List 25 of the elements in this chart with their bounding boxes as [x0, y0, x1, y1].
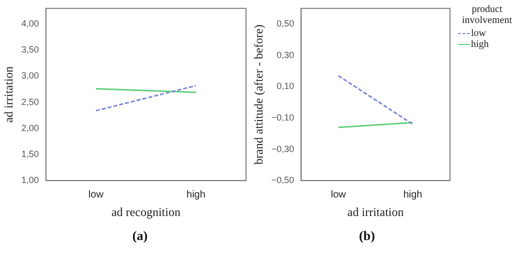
x-axis-title: ad recognition [111, 204, 180, 219]
y-tick-label: 4,00 [21, 18, 39, 29]
y-tick-label: −0,10 [271, 112, 294, 122]
x-tick-label: low [88, 189, 104, 200]
y-tick-label: −0,50 [271, 175, 294, 186]
y-tick-label: −0,30 [271, 144, 294, 154]
x-axis-title: ad irritation [347, 204, 404, 219]
y-tick-label: 0,10 [276, 81, 294, 92]
y-tick-label: 2,00 [21, 122, 39, 133]
y-tick-label: 0,30 [276, 50, 294, 60]
text: (b) [358, 228, 376, 244]
y-tick-label: 3,50 [21, 44, 39, 55]
x-tick-label: low [330, 189, 347, 200]
y-tick-label: 3,00 [21, 70, 39, 81]
y-tick-label: 1,00 [21, 175, 39, 186]
y-tick-label: 2,50 [21, 96, 39, 107]
legend-label: high [471, 39, 489, 50]
x-tick-label: high [186, 189, 206, 200]
legend-label: low [471, 28, 486, 39]
y-axis-title: brand attitude (after - before) [251, 24, 266, 164]
y-tick-label: 1,50 [21, 148, 39, 159]
y-axis-title: ad irritation [1, 66, 16, 123]
y-tick-label: 0,50 [276, 18, 294, 29]
text: (a) [131, 228, 149, 244]
x-tick-label: high [403, 189, 422, 200]
